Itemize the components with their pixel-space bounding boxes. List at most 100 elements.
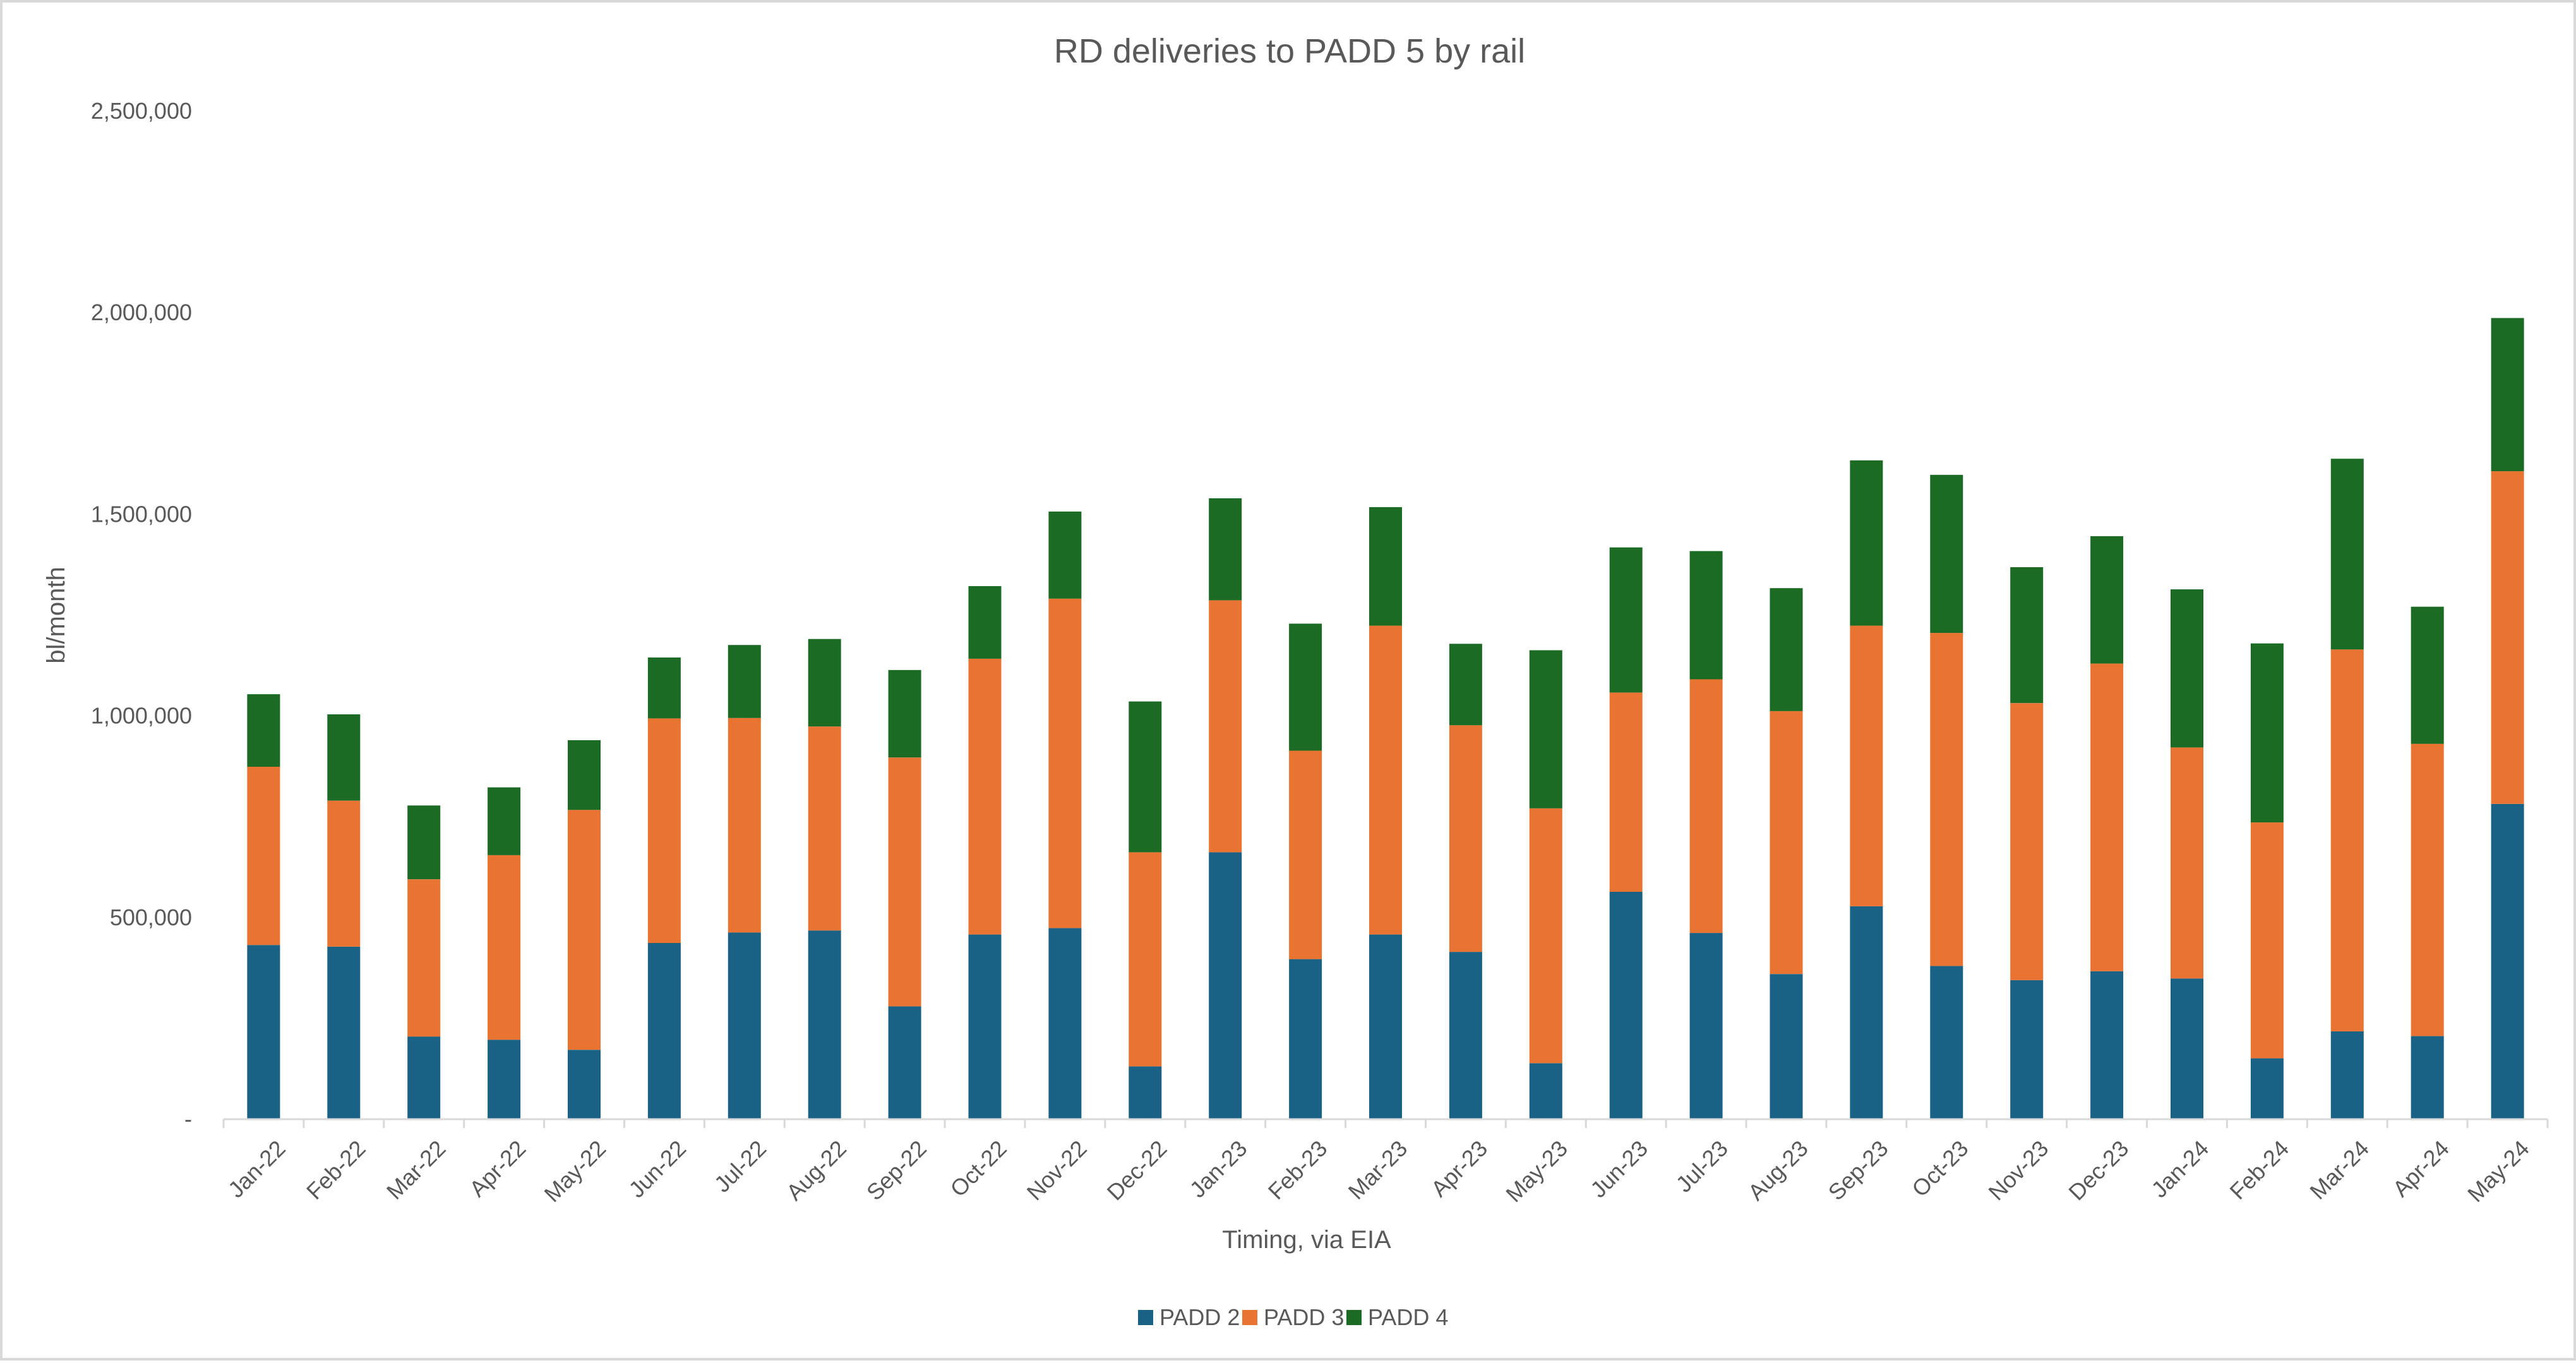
bar-padd-4-mar-23	[1369, 507, 1402, 626]
y-axis: - 500,000 1,000,000 1,500,000 2,000,000 2,500…	[91, 98, 192, 1132]
bar-padd-4-oct-22	[968, 586, 1002, 659]
bar-padd-2-jul-23	[1689, 933, 1723, 1119]
y-tick-label: -	[184, 1106, 192, 1132]
x-tick-label: Nov-23	[1983, 1135, 2053, 1205]
x-tick-label: Jun-22	[623, 1135, 691, 1203]
bar-padd-2-jan-23	[1209, 852, 1242, 1119]
bar-padd-3-may-22	[568, 810, 601, 1050]
bar-padd-4-jul-23	[1689, 551, 1723, 680]
bar-padd-4-nov-23	[2010, 567, 2044, 704]
bar-padd-2-apr-23	[1449, 952, 1482, 1119]
bar-padd-4-jun-22	[647, 657, 681, 719]
bar-padd-4-dec-23	[2090, 536, 2124, 664]
bar-padd-3-nov-23	[2010, 703, 2044, 980]
bar-padd-4-apr-22	[488, 787, 521, 855]
bar-padd-4-feb-24	[2250, 643, 2284, 823]
bar-padd-4-oct-23	[1930, 474, 1963, 633]
bar-padd-2-mar-24	[2330, 1031, 2364, 1119]
legend-swatch-padd-3	[1242, 1310, 1257, 1325]
x-tick-label: Oct-23	[1907, 1135, 1973, 1201]
bar-padd-4-mar-22	[407, 805, 441, 880]
bar-padd-3-aug-23	[1770, 711, 1803, 975]
x-axis-title: Timing, via EIA	[1222, 1226, 1391, 1254]
x-tick-label: Dec-23	[2063, 1135, 2133, 1205]
x-tick-label: Jul-22	[709, 1135, 771, 1197]
bar-padd-2-dec-23	[2090, 971, 2124, 1119]
bar-padd-3-aug-22	[808, 726, 841, 931]
x-tick-label: May-24	[2462, 1135, 2534, 1207]
x-tick-label: Sep-23	[1823, 1135, 1893, 1205]
bar-padd-3-oct-23	[1930, 633, 1963, 966]
x-tick-label: Jun-23	[1585, 1135, 1653, 1203]
bar-padd-4-apr-24	[2411, 606, 2444, 744]
bar-padd-4-apr-23	[1449, 644, 1482, 726]
y-axis-title: bl/month	[42, 567, 70, 663]
bar-padd-2-sep-23	[1850, 906, 1883, 1119]
bar-padd-3-apr-23	[1449, 725, 1482, 952]
y-tick-label: 2,500,000	[91, 98, 192, 124]
bar-padd-2-apr-22	[488, 1040, 521, 1119]
x-tick-label: May-22	[539, 1135, 611, 1207]
bar-padd-3-mar-24	[2330, 649, 2364, 1031]
legend: PADD 2 PADD 3 PADD 4	[1138, 1304, 1448, 1330]
bar-padd-2-sep-22	[888, 1006, 921, 1119]
bar-padd-4-sep-23	[1850, 460, 1883, 626]
x-tick-label: Oct-22	[945, 1135, 1011, 1201]
bars-layer	[247, 318, 2524, 1119]
bar-padd-2-aug-23	[1770, 974, 1803, 1119]
y-tick-label: 1,000,000	[91, 703, 192, 729]
bar-padd-4-mar-24	[2330, 459, 2364, 650]
bar-padd-4-jan-24	[2171, 589, 2203, 748]
bar-padd-2-oct-22	[968, 934, 1002, 1119]
bar-padd-3-feb-24	[2250, 822, 2284, 1059]
bar-padd-4-nov-22	[1048, 511, 1082, 599]
legend-label-padd-3: PADD 3	[1264, 1304, 1344, 1330]
bar-padd-2-may-23	[1529, 1063, 1562, 1119]
x-tick-label: Feb-22	[301, 1135, 371, 1204]
bar-padd-3-may-24	[2491, 471, 2524, 804]
x-tick-label: Feb-24	[2225, 1135, 2294, 1204]
bar-padd-3-may-23	[1529, 808, 1562, 1064]
bar-padd-4-jan-22	[247, 694, 280, 767]
bar-padd-3-jan-23	[1209, 600, 1242, 853]
bar-padd-3-dec-23	[2090, 663, 2124, 971]
bar-padd-2-mar-23	[1369, 934, 1402, 1119]
bar-padd-2-feb-22	[327, 946, 361, 1119]
bar-padd-3-mar-22	[407, 879, 441, 1037]
bar-padd-3-jul-22	[728, 718, 761, 933]
bar-padd-3-mar-23	[1369, 625, 1402, 935]
bar-padd-2-feb-24	[2250, 1058, 2284, 1119]
bar-padd-4-jun-23	[1609, 547, 1643, 693]
x-tick-label: Aug-22	[781, 1135, 851, 1205]
bar-padd-4-aug-23	[1770, 588, 1803, 711]
x-tick-label: Mar-23	[1343, 1135, 1413, 1204]
bar-padd-3-jan-22	[247, 767, 280, 946]
x-tick-label: Mar-22	[381, 1135, 451, 1204]
x-tick-label: Nov-22	[1022, 1135, 1092, 1205]
bar-padd-2-may-24	[2491, 803, 2524, 1119]
bar-padd-2-jun-22	[647, 943, 681, 1119]
x-axis: Jan-22 Feb-22 Mar-22 Apr-22 May-22 Jun-22 Jul-…	[222, 1118, 2549, 1207]
bar-padd-2-nov-22	[1048, 928, 1082, 1119]
stacked-bar-chart: RD deliveries to PADD 5 by rail bl/month…	[42, 32, 2549, 1330]
bar-padd-3-jun-22	[647, 718, 681, 943]
bar-padd-4-sep-22	[888, 669, 921, 758]
x-tick-label: Jan-23	[1185, 1135, 1252, 1203]
bar-padd-4-may-23	[1529, 650, 1562, 808]
x-tick-label: Aug-23	[1743, 1135, 1813, 1205]
bar-padd-3-sep-23	[1850, 625, 1883, 906]
x-tick-label: Apr-22	[464, 1135, 530, 1201]
x-tick-label: Sep-22	[861, 1135, 932, 1205]
bar-padd-4-feb-22	[327, 714, 361, 801]
bar-padd-3-feb-22	[327, 800, 361, 947]
chart-title: RD deliveries to PADD 5 by rail	[1054, 32, 1525, 70]
bar-padd-2-may-22	[568, 1050, 601, 1119]
bar-padd-4-jan-23	[1209, 498, 1242, 601]
bar-padd-3-oct-22	[968, 658, 1002, 935]
bar-padd-4-jul-22	[728, 645, 761, 718]
bar-padd-2-oct-23	[1930, 966, 1963, 1119]
bar-padd-2-dec-22	[1129, 1066, 1162, 1119]
bar-padd-3-jun-23	[1609, 692, 1643, 892]
bar-padd-4-may-24	[2491, 318, 2524, 472]
x-tick-label: Apr-23	[1426, 1135, 1492, 1201]
